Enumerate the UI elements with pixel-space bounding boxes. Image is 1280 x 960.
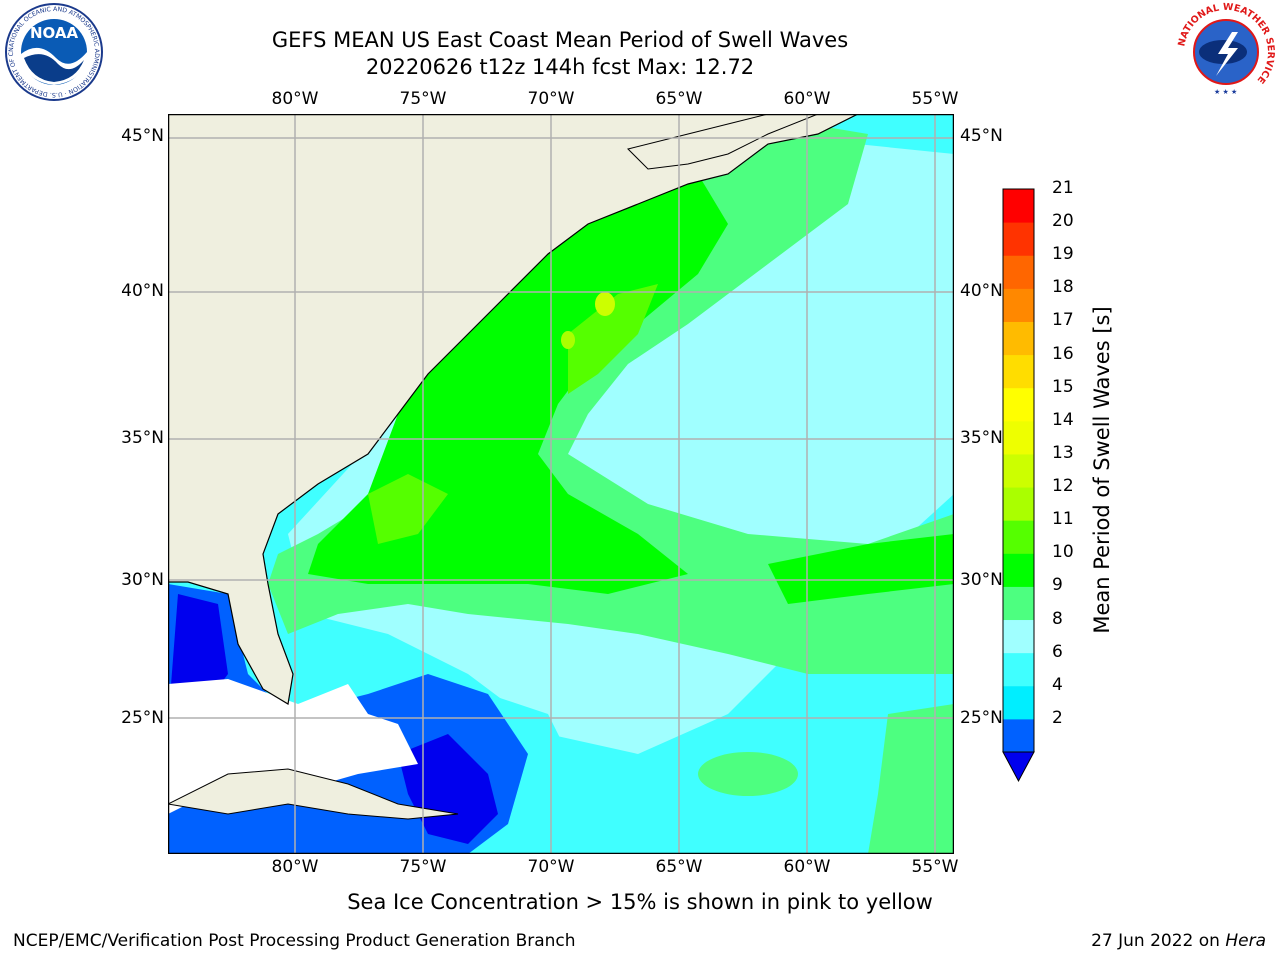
colorbar-cell [1003, 520, 1034, 554]
lat-label-left: 35°N [121, 428, 164, 448]
lat-label-right: 30°N [960, 570, 1003, 590]
lon-label-bottom: 65°W [655, 857, 703, 877]
colorbar-cell [1003, 387, 1034, 422]
noaa-logo: NATIONAL OCEANIC AND ATMOSPHERIC ADMINIS… [4, 2, 103, 101]
nws-logo: NATIONAL WEATHER SERVICE ★ ★ ★ [1176, 2, 1276, 100]
colorbar-tick-label: 17 [1052, 310, 1074, 331]
map-subtitle: 20220626 t12z 144h fcst Max: 12.72 [365, 55, 755, 79]
run-date: 27 Jun 2022 on Hera [1091, 931, 1266, 951]
colorbar-cell [1003, 685, 1034, 720]
colorbar-cell [1003, 586, 1034, 621]
lat-label-left: 40°N [121, 281, 164, 301]
colorbar-cell [1003, 189, 1034, 223]
colorbar-cell [1003, 487, 1034, 521]
lat-label-left: 45°N [121, 126, 164, 146]
colorbar-tick-label: 12 [1052, 476, 1074, 497]
land-north-america [168, 114, 859, 705]
colorbar-tick-label: 10 [1052, 542, 1074, 563]
land-nova-scotia [627, 114, 819, 170]
map-title: GEFS MEAN US East Coast Mean Period of S… [271, 28, 849, 52]
lon-label-top: 60°W [783, 89, 831, 109]
lon-label-top: 65°W [655, 89, 703, 109]
lon-label-top: 70°W [527, 89, 575, 109]
lon-label-bottom: 80°W [271, 857, 319, 877]
swell-zone-11-12b [368, 474, 448, 544]
colorbar-label: Mean Period of Swell Waves [s] [1090, 306, 1114, 634]
lat-label-left: 30°N [121, 570, 164, 590]
colorbar-cell [1003, 619, 1034, 654]
colorbar-cell [1003, 453, 1034, 488]
lon-label-top: 55°W [911, 89, 959, 109]
lat-label-right: 35°N [960, 428, 1003, 448]
lat-label-right: 40°N [960, 281, 1003, 301]
map-panel [168, 114, 954, 854]
lon-label-top: 75°W [399, 89, 447, 109]
swell-zone-11-12 [568, 284, 658, 394]
lon-label-bottom: 55°W [911, 857, 959, 877]
colorbar-cell [1003, 420, 1034, 455]
graticule [168, 114, 954, 854]
colorbar [1002, 188, 1035, 783]
colorbar-cell [1003, 255, 1034, 289]
lon-label-bottom: 75°W [399, 857, 447, 877]
swell-zone-se [868, 704, 954, 854]
colorbar-tick-label: 9 [1052, 575, 1063, 596]
colorbar-tick-label: 15 [1052, 376, 1074, 397]
map-frame [168, 114, 954, 854]
swell-zone-10-11b [768, 534, 954, 604]
lat-label-right: 45°N [960, 126, 1003, 146]
svg-text:★ ★ ★: ★ ★ ★ [1214, 88, 1237, 96]
colorbar-tick-label: 20 [1052, 211, 1074, 232]
credit-text: NCEP/EMC/Verification Post Processing Pr… [13, 931, 576, 951]
colorbar-tick-label: 19 [1052, 244, 1074, 265]
lat-label-left: 25°N [121, 708, 164, 728]
colorbar-tick-label: 8 [1052, 608, 1063, 629]
land-cuba [168, 768, 459, 820]
svg-text:NOAA: NOAA [30, 24, 79, 42]
colorbar-tick-label: 2 [1052, 707, 1063, 728]
colorbar-tick-label: 4 [1052, 674, 1063, 695]
lon-label-bottom: 70°W [527, 857, 575, 877]
lat-label-right: 25°N [960, 708, 1003, 728]
lon-label-bottom: 60°W [783, 857, 831, 877]
swell-max-patch [595, 292, 615, 316]
colorbar-cell [1003, 553, 1034, 587]
lon-label-top: 80°W [271, 89, 319, 109]
colorbar-tick-label: 16 [1052, 343, 1074, 364]
colorbar-tick-label: 13 [1052, 442, 1074, 463]
colorbar-cell [1003, 652, 1034, 687]
colorbar-cell [1003, 718, 1034, 753]
swell-max-patch-2 [561, 331, 575, 349]
colorbar-cell [1003, 288, 1034, 322]
colorbar-tick-label: 18 [1052, 277, 1074, 298]
sea-ice-note: Sea Ice Concentration > 15% is shown in … [347, 890, 933, 914]
colorbar-cell [1003, 222, 1034, 256]
colorbar-tick-label: 6 [1052, 641, 1063, 662]
colorbar-cell [1003, 354, 1034, 389]
colorbar-tick-label: 21 [1052, 178, 1074, 198]
colorbar-tick-label: 11 [1052, 509, 1074, 530]
colorbar-tick-label: 14 [1052, 409, 1074, 430]
swell-zone-se-patch [698, 752, 798, 796]
colorbar-cells [1003, 189, 1034, 753]
colorbar-cell [1003, 321, 1034, 356]
machine-name: Hera [1225, 931, 1266, 951]
colorbar-under-triangle [1002, 751, 1035, 783]
